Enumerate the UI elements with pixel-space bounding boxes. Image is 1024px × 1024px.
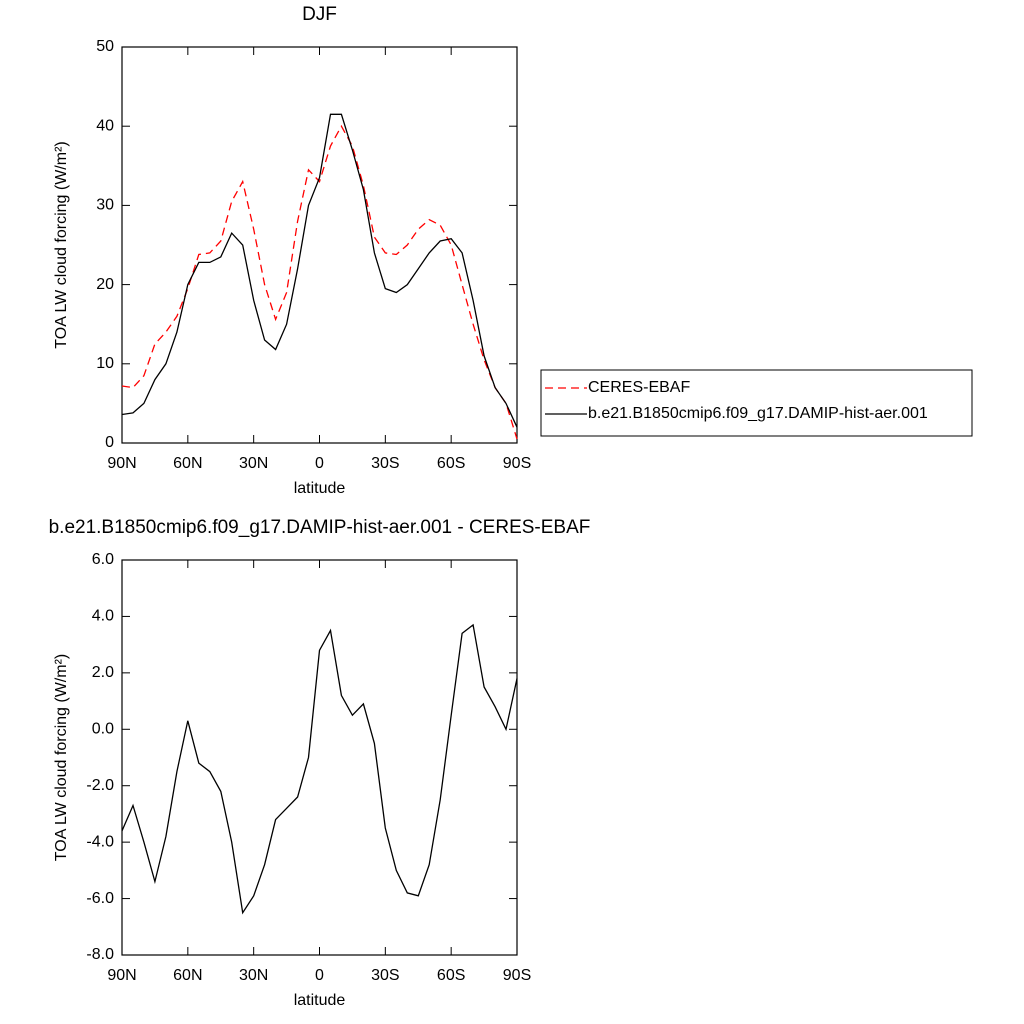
y-tick-label: 0.0	[92, 721, 114, 738]
x-tick-label: 30N	[239, 455, 268, 472]
y-tick-label: -2.0	[86, 777, 114, 794]
series-line	[121, 113, 518, 428]
x-tick-label: 60S	[437, 967, 465, 984]
x-tick-label: 30N	[239, 967, 268, 984]
x-axis-label: latitude	[294, 480, 346, 497]
legend-box	[540, 369, 973, 437]
plot-frame	[121, 46, 518, 444]
y-tick-label: -6.0	[86, 890, 114, 907]
x-tick-label: 90S	[503, 967, 531, 984]
y-tick-label: -4.0	[86, 833, 114, 850]
x-tick-label: 90N	[107, 967, 136, 984]
y-tick-label: 10	[96, 355, 114, 372]
x-tick-label: 0	[315, 455, 324, 472]
y-tick-label: 20	[96, 276, 114, 293]
series-line	[121, 623, 518, 915]
legend-label: b.e21.B1850cmip6.f09_g17.DAMIP-hist-aer.…	[588, 405, 928, 422]
series-line	[121, 124, 518, 440]
y-tick-label: 0	[105, 434, 114, 451]
chart-title: DJF	[302, 4, 337, 25]
x-tick-label: 30S	[371, 455, 399, 472]
x-tick-label: 90N	[107, 455, 136, 472]
x-tick-label: 30S	[371, 967, 399, 984]
x-tick-label: 60N	[173, 455, 202, 472]
y-axis-label: TOA LW cloud forcing (W/m²)	[53, 141, 70, 348]
legend-label: CERES-EBAF	[588, 379, 690, 396]
y-tick-label: 40	[96, 117, 114, 134]
x-tick-label: 90S	[503, 455, 531, 472]
y-tick-label: 6.0	[92, 551, 114, 568]
x-tick-label: 60S	[437, 455, 465, 472]
y-tick-label: 4.0	[92, 608, 114, 625]
y-tick-label: -8.0	[86, 946, 114, 963]
plot-frame	[121, 559, 518, 956]
y-tick-label: 30	[96, 197, 114, 214]
y-tick-label: 50	[96, 38, 114, 55]
x-axis-label: latitude	[294, 992, 346, 1009]
y-tick-label: 2.0	[92, 664, 114, 681]
x-tick-label: 0	[315, 967, 324, 984]
y-axis-label: TOA LW cloud forcing (W/m²)	[53, 654, 70, 861]
x-tick-label: 60N	[173, 967, 202, 984]
chart-title: b.e21.B1850cmip6.f09_g17.DAMIP-hist-aer.…	[49, 517, 591, 538]
